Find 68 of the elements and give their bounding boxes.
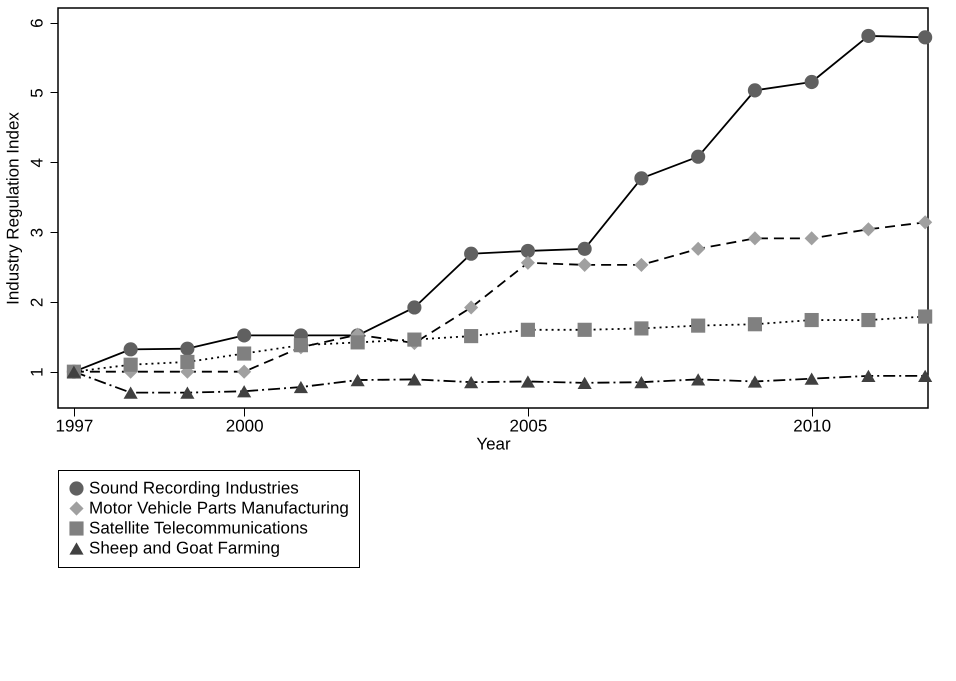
point — [350, 374, 365, 386]
point — [237, 364, 252, 379]
point — [407, 300, 422, 315]
point — [634, 171, 648, 186]
point — [180, 342, 194, 356]
point — [464, 329, 478, 344]
point — [464, 246, 478, 261]
point — [578, 258, 592, 272]
point — [520, 244, 535, 258]
point — [578, 376, 592, 389]
point — [237, 346, 252, 361]
point — [748, 231, 762, 246]
point — [237, 385, 252, 398]
point — [804, 74, 819, 90]
x-axis-title: Year — [476, 434, 512, 454]
point — [691, 318, 706, 333]
point — [748, 375, 762, 388]
point — [520, 322, 535, 337]
y-tick-label: 3 — [28, 228, 46, 238]
point — [578, 322, 592, 337]
point — [918, 215, 932, 230]
x-tick-label: 2010 — [793, 416, 832, 436]
point — [748, 83, 762, 98]
y-axis-title: Industry Regulation Index — [4, 112, 22, 305]
y-tick-label: 4 — [28, 158, 46, 168]
point — [634, 376, 648, 388]
y-tick-label: 1 — [28, 367, 46, 377]
point — [124, 342, 138, 356]
point — [180, 386, 194, 399]
y-tick-label: 6 — [28, 18, 46, 28]
point — [124, 358, 138, 372]
point — [578, 242, 592, 256]
point — [861, 312, 876, 328]
x-tick-label: 2000 — [226, 416, 264, 436]
point — [407, 332, 422, 347]
y-tick-label: 2 — [28, 298, 46, 308]
point — [520, 375, 535, 388]
point — [861, 222, 876, 236]
point — [634, 321, 648, 336]
point — [124, 386, 138, 399]
point — [861, 370, 876, 382]
point — [350, 335, 365, 350]
point — [691, 242, 706, 256]
point — [748, 317, 762, 332]
point — [918, 309, 932, 324]
legend-label: Satellite Telecommunications — [89, 518, 308, 538]
point — [464, 300, 478, 315]
point — [520, 256, 535, 270]
point — [918, 30, 932, 44]
legend-label: Sound Recording Industries — [89, 478, 299, 498]
legend-label: Sheep and Goat Farming — [89, 538, 280, 558]
point — [634, 258, 648, 272]
x-tick-label: 2005 — [509, 416, 548, 436]
y-tick-label: 5 — [28, 88, 46, 98]
point — [464, 376, 478, 388]
point — [861, 28, 876, 43]
legend-label: Motor Vehicle Parts Manufacturing — [89, 498, 349, 518]
point — [804, 312, 819, 328]
x-tick-label: 1997 — [55, 416, 94, 436]
point — [237, 328, 252, 342]
point — [691, 373, 706, 386]
point — [407, 373, 422, 386]
point — [804, 231, 819, 246]
point — [804, 372, 819, 385]
point — [180, 354, 194, 369]
point — [918, 370, 932, 382]
point — [691, 150, 706, 164]
point — [294, 380, 308, 394]
